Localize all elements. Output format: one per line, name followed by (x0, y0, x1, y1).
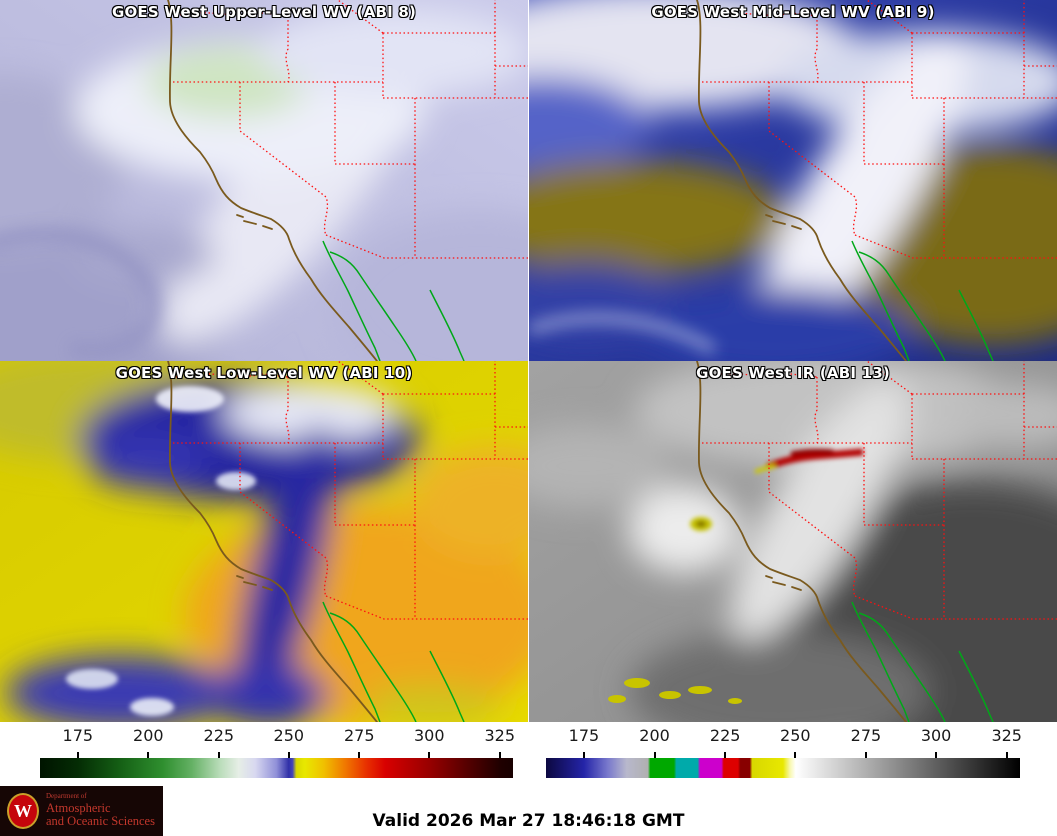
panel-low-level-wv: GOES West Low-Level WV (ABI 10) (0, 361, 528, 722)
tick-mark (217, 752, 220, 758)
panel-ir: GOES West IR (ABI 13) (529, 361, 1057, 722)
logo-name-line2: and Oceanic Sciences (46, 814, 155, 829)
colorbar-tick-label: 275 (850, 726, 882, 745)
panel-mid-level-wv: GOES West Mid-Level WV (ABI 9) (529, 0, 1057, 361)
satellite-image-low-wv (0, 361, 528, 722)
colorbar-tick-label: 325 (991, 726, 1022, 745)
wv-colorbar: 175 200 225 250 275 300 325 (40, 726, 516, 782)
colorbar-tick-label: 200 (133, 726, 164, 745)
colorbar-tick-label: 225 (709, 726, 741, 745)
panel-title: GOES West IR (ABI 13) (696, 364, 890, 382)
colorbar-tick-label: 300 (413, 726, 445, 745)
colorbar-tick-label: 175 (62, 726, 94, 745)
panel-title: GOES West Low-Level WV (ABI 10) (115, 364, 413, 382)
panel-upper-level-wv: GOES West Upper-Level WV (ABI 8) (0, 0, 528, 361)
tick-mark (935, 752, 938, 758)
wv-colorbar-gradient (40, 758, 513, 778)
tick-mark (358, 752, 361, 758)
logo-dept-line: Department of (46, 791, 87, 800)
colorbar-tick-label: 175 (568, 726, 600, 745)
satellite-image-mid-wv (529, 0, 1057, 361)
tick-mark (428, 752, 431, 758)
colorbar-tick-label: 225 (203, 726, 235, 745)
tick-mark (287, 752, 290, 758)
satellite-image-upper-wv (0, 0, 528, 361)
colorbar-tick-label: 250 (273, 726, 305, 745)
logo-text: Department of Atmospheric and Oceanic Sc… (46, 791, 155, 829)
uw-aos-logo: W Department of Atmospheric and Oceanic … (0, 786, 163, 836)
ir-colorbar: 175 200 225 250 275 300 325 (546, 726, 1022, 782)
tick-mark (76, 752, 79, 758)
colorbar-tick-label: 200 (639, 726, 670, 745)
panel-title: GOES West Upper-Level WV (ABI 8) (111, 3, 417, 21)
logo-name-line1: Atmospheric (46, 800, 111, 815)
tick-mark (1005, 752, 1008, 758)
ir-colorbar-gradient (546, 758, 1020, 778)
tick-mark (724, 752, 727, 758)
satellite-image-ir (529, 361, 1057, 722)
tick-mark (653, 752, 656, 758)
tick-mark (582, 752, 585, 758)
tick-mark (498, 752, 501, 758)
tick-mark (147, 752, 150, 758)
valid-time-label: Valid 2026 Mar 27 18:46:18 GMT (372, 811, 685, 831)
tick-mark (794, 752, 797, 758)
tick-mark (864, 752, 867, 758)
colorbar-tick-label: 325 (484, 726, 516, 745)
crest-letter: W (14, 800, 32, 821)
uw-crest-icon: W (7, 793, 39, 829)
panel-title: GOES West Mid-Level WV (ABI 9) (651, 3, 935, 21)
colorbar-tick-label: 300 (920, 726, 952, 745)
colorbar-tick-label: 250 (780, 726, 811, 745)
colorbar-tick-label: 275 (343, 726, 375, 745)
